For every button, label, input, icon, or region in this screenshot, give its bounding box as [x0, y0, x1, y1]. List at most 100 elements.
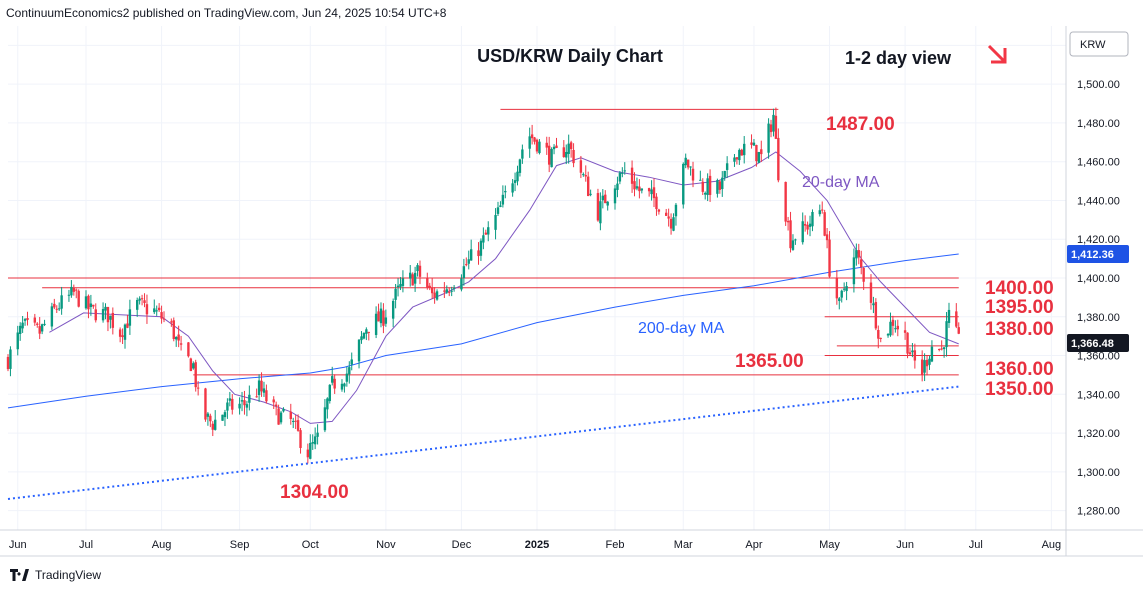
candle-body-6 — [23, 319, 27, 321]
candle-body-265 — [908, 352, 912, 355]
candle-body-229 — [786, 220, 790, 223]
level-label-1487-00: 1487.00 — [826, 114, 895, 135]
candle-body-132 — [452, 287, 456, 289]
candle-body-211 — [723, 170, 726, 178]
candle-body-152 — [521, 149, 524, 159]
candle-body-45 — [157, 307, 161, 311]
candle-body-89 — [309, 443, 312, 459]
candle-body-136 — [467, 259, 470, 264]
candle-body-272 — [930, 346, 934, 362]
candle-body-222 — [760, 149, 763, 155]
candle-body-233 — [801, 221, 804, 243]
candle-body-59 — [206, 413, 210, 417]
candle-body-130 — [448, 291, 451, 293]
candle-body-1 — [6, 356, 10, 370]
candle-body-268 — [920, 359, 924, 375]
candle-body-25 — [89, 303, 93, 308]
candle-body-245 — [840, 290, 843, 298]
x-tick-label-dec-2024-12-02: Dec — [452, 539, 472, 551]
candle-body-79 — [274, 404, 278, 407]
candle-body-103 — [357, 339, 361, 362]
candle-body-73 — [255, 396, 258, 398]
candle-body-31 — [109, 315, 112, 320]
candle-body-92 — [316, 432, 319, 437]
level-label-1365-00: 1365.00 — [735, 351, 804, 372]
x-tick-label-apr-2025-04-01: Apr — [745, 539, 762, 551]
candle-body-123 — [426, 277, 429, 288]
candle-body-193 — [665, 212, 668, 216]
ma200-last-tag-label: 1,412.36 — [1071, 249, 1114, 261]
candle-body-174 — [599, 201, 602, 224]
candle-body-232 — [794, 239, 797, 241]
candle-body-55 — [192, 363, 195, 369]
currency-label: KRW — [1080, 39, 1106, 51]
x-tick-label-mar-2025-03-03: Mar — [674, 539, 693, 551]
y-tick-label-1420: 1,420.00 — [1077, 234, 1120, 246]
x-tick-label-may-2025-05-02: May — [819, 539, 840, 551]
candle-body-262 — [896, 325, 899, 330]
candle-body-43 — [153, 308, 156, 313]
ma20-line — [49, 151, 959, 424]
level-label-1400-00: 1400.00 — [985, 278, 1054, 299]
last-price-tag-label: 1,366.48 — [1071, 338, 1114, 350]
candle-body-147 — [504, 191, 507, 193]
y-tick-label-1320: 1,320.00 — [1077, 428, 1120, 440]
ma200-line — [7, 253, 959, 409]
candle-body-27 — [94, 309, 97, 321]
candle-body-21 — [75, 289, 78, 291]
candle-body-88 — [306, 449, 310, 458]
candle-body-127 — [435, 291, 439, 300]
down-arrow-icon — [987, 44, 1006, 63]
candle-body-122 — [418, 265, 422, 277]
tradingview-footer: TradingView — [10, 568, 101, 582]
x-tick-label-jul-2025-07-01: Jul — [969, 539, 983, 551]
y-tick-label-1480: 1,480.00 — [1077, 118, 1120, 130]
candle-body-171 — [586, 176, 590, 197]
level-label-1380-00: 1380.00 — [985, 319, 1054, 340]
candle-body-67 — [231, 398, 234, 410]
currency-box — [1069, 31, 1129, 57]
candle-body-75 — [260, 380, 263, 392]
candle-body-188 — [647, 188, 651, 192]
candle-body-156 — [535, 139, 539, 152]
candle-body-63 — [221, 414, 224, 421]
candle-body-74 — [257, 380, 261, 396]
candle-body-50 — [175, 336, 178, 340]
candle-body-119 — [411, 274, 414, 286]
candle-body-47 — [162, 318, 166, 320]
publisher-caption: ContinuumEconomics2 published on Trading… — [6, 6, 447, 20]
ma20-label: 20-day MA — [802, 174, 880, 191]
candle-body-30 — [106, 306, 110, 323]
candle-body-237 — [811, 211, 814, 227]
candle-body-212 — [725, 163, 729, 170]
candle-body-56 — [194, 362, 197, 388]
candle-body-204 — [701, 181, 704, 192]
candle-body-269 — [923, 360, 926, 373]
candle-body-264 — [906, 332, 909, 354]
candle-body-168 — [579, 160, 583, 173]
candle-body-7 — [26, 318, 29, 320]
candle-body-186 — [638, 186, 641, 192]
tradingview-brand-label: TradingView — [35, 568, 102, 582]
candle-body-65 — [226, 402, 229, 411]
candle-body-87 — [299, 430, 302, 448]
candle-body-257 — [879, 337, 882, 339]
candle-body-19 — [70, 286, 73, 296]
low-label: 1304.00 — [280, 482, 349, 503]
candle-body-208 — [716, 180, 719, 194]
tradingview-logo-icon — [10, 569, 29, 581]
candle-body-263 — [903, 330, 907, 333]
candle-body-112 — [384, 317, 388, 324]
candle-body-40 — [140, 298, 144, 300]
candle-body-142 — [487, 227, 490, 235]
y-tick-label-1500: 1,500.00 — [1077, 79, 1120, 91]
candle-body-95 — [328, 384, 331, 402]
candle-body-144 — [496, 207, 500, 214]
candle-body-154 — [530, 134, 534, 139]
candle-body-247 — [845, 286, 848, 292]
candle-body-157 — [538, 141, 541, 154]
candle-body-93 — [323, 407, 327, 431]
candle-body-158 — [545, 142, 548, 148]
candle-body-221 — [757, 151, 761, 163]
